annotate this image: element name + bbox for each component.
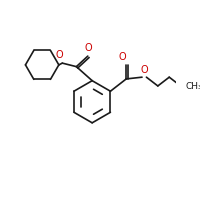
- Text: O: O: [56, 50, 64, 60]
- Text: O: O: [118, 52, 126, 62]
- Text: O: O: [85, 43, 92, 53]
- Text: CH₃: CH₃: [185, 82, 200, 91]
- Text: O: O: [141, 65, 148, 75]
